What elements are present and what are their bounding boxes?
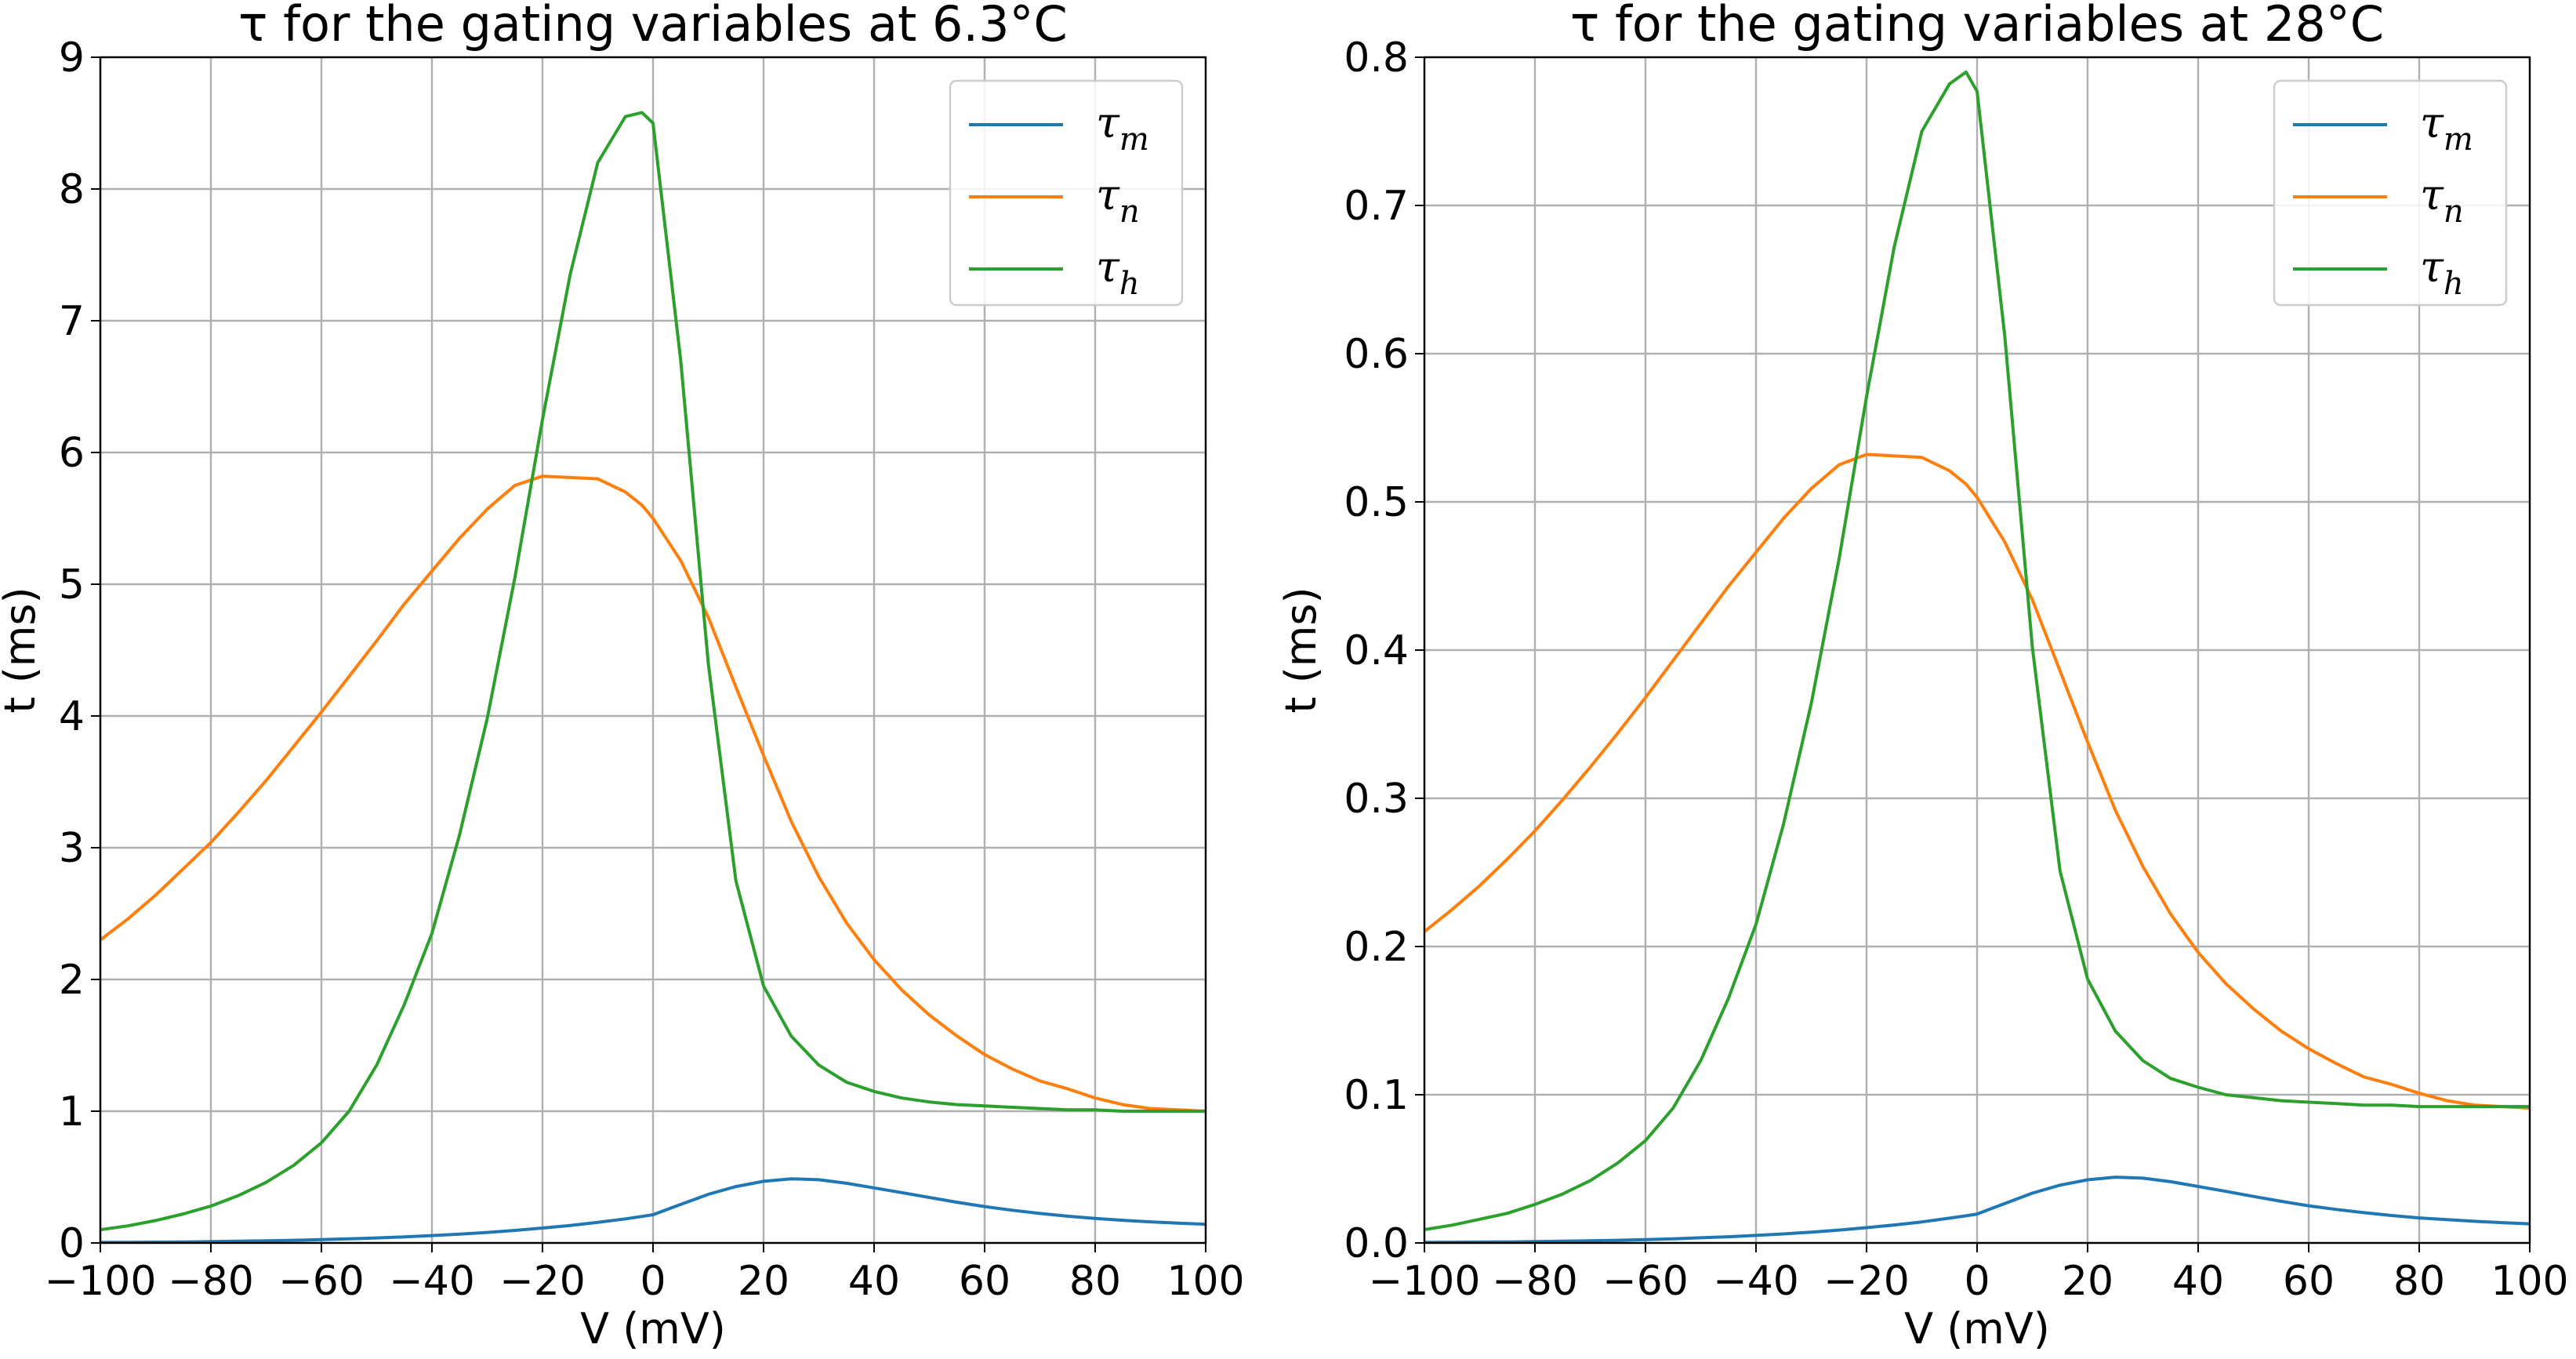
legend: τm τn τh <box>949 79 1184 307</box>
x-tick-label: −40 <box>1713 1258 1799 1305</box>
y-tick-label: 0.3 <box>1344 776 1409 823</box>
x-tick-label: 80 <box>2393 1258 2445 1305</box>
series-line-τm <box>1424 1175 2530 1243</box>
x-tick-label: 20 <box>2062 1258 2113 1305</box>
x-tick-label: 0 <box>640 1258 666 1305</box>
y-tick-label: 5 <box>59 561 85 609</box>
x-axis-label: V (mV) <box>1904 1304 2050 1354</box>
chart-title: τ for the gating variables at 28°C <box>1570 0 2384 53</box>
y-tick-label: 7 <box>59 298 85 345</box>
legend-label: τm <box>2420 98 2473 158</box>
y-tick-label: 0.6 <box>1344 331 1409 378</box>
x-tick-label: −60 <box>278 1258 365 1305</box>
y-tick-label: 0.7 <box>1344 183 1409 230</box>
x-tick-label: 20 <box>738 1258 789 1305</box>
x-tick-label: −100 <box>1369 1258 1481 1305</box>
series-line-τn <box>100 474 1206 1113</box>
legend-box <box>2273 79 2508 307</box>
chart-panel-2: −100 −80 −60 −40 −20 0 20 40 60 80 100 0.0 0.1 0.2 0.3… <box>1276 0 2569 1354</box>
x-tick-label: 60 <box>959 1258 1010 1305</box>
y-tick-label: 0.0 <box>1344 1220 1409 1267</box>
y-tick-label: 2 <box>59 957 85 1004</box>
x-tick-label: 40 <box>2172 1258 2224 1305</box>
x-tick-label: 40 <box>848 1258 900 1305</box>
y-tick-label: 0.4 <box>1344 627 1409 674</box>
legend-box <box>949 79 1184 307</box>
y-tick-label: 0.2 <box>1344 924 1409 971</box>
x-axis-label: V (mV) <box>580 1304 726 1354</box>
x-tick-label: 100 <box>2491 1258 2568 1305</box>
series-line-τh <box>100 111 1206 1232</box>
y-axis-label: t (ms) <box>1276 587 1326 713</box>
chart-title: τ for the gating variables at 6.3°C <box>238 0 1068 53</box>
y-tick-label: 0 <box>59 1220 85 1267</box>
x-tick-label: −60 <box>1602 1258 1689 1305</box>
x-tick-label: −100 <box>45 1258 157 1305</box>
x-tick-label: 60 <box>2283 1258 2335 1305</box>
x-tick-label: −80 <box>1492 1258 1578 1305</box>
series-line-τn <box>1424 452 2530 1110</box>
series-line-τm <box>100 1177 1206 1243</box>
y-axis-label: t (ms) <box>0 587 45 713</box>
x-tick-label: −20 <box>499 1258 586 1305</box>
x-tick-label: 80 <box>1069 1258 1121 1305</box>
legend-label: τn <box>1096 170 1140 230</box>
x-tick-label: 100 <box>1166 1258 1244 1305</box>
legend-label: τh <box>1096 242 1140 302</box>
legend: τm τn τh <box>2273 79 2508 307</box>
y-tick-label: 9 <box>59 35 85 82</box>
y-tick-label: 1 <box>59 1088 85 1136</box>
grid <box>1423 56 2531 1245</box>
x-tick-label: −80 <box>168 1258 254 1305</box>
y-tick-label: 4 <box>59 693 85 740</box>
legend-label: τn <box>2420 170 2464 230</box>
y-tick-label: 0.5 <box>1344 479 1409 526</box>
y-tick-label: 0.1 <box>1344 1072 1409 1119</box>
x-tick-label: −40 <box>389 1258 475 1305</box>
axes-frame <box>99 56 1207 1245</box>
legend-label: τh <box>2420 242 2464 302</box>
y-tick-label: 0.8 <box>1344 35 1409 82</box>
legend-label: τm <box>1096 98 1149 158</box>
x-tick-label: 0 <box>1964 1258 1990 1305</box>
axes-frame <box>1423 56 2531 1245</box>
series-line-τh <box>1424 70 2530 1231</box>
y-tick-label: 6 <box>59 430 85 477</box>
y-tick-label: 3 <box>59 825 85 872</box>
y-tick-label: 8 <box>59 166 85 213</box>
x-tick-label: −20 <box>1823 1258 1910 1305</box>
chart-panel-1: −100 −80 −60 −40 −20 0 20 40 60 80 100 0 1 2 3 4 5 6 7 8 9 τ … <box>0 0 1245 1354</box>
